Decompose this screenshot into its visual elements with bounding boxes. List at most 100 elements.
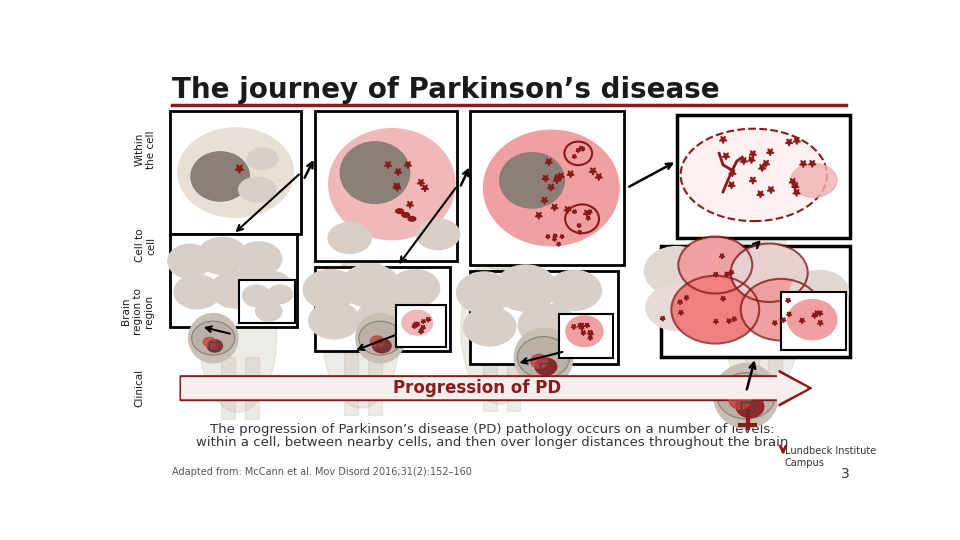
Polygon shape	[786, 312, 792, 317]
Polygon shape	[394, 184, 401, 191]
Ellipse shape	[681, 129, 827, 221]
Polygon shape	[722, 153, 730, 160]
Polygon shape	[793, 138, 801, 145]
Polygon shape	[808, 160, 816, 167]
Ellipse shape	[341, 264, 399, 307]
Ellipse shape	[565, 316, 603, 347]
Bar	[245, 356, 258, 419]
Circle shape	[475, 220, 525, 270]
Ellipse shape	[359, 321, 402, 355]
Polygon shape	[660, 316, 665, 321]
Polygon shape	[581, 147, 585, 151]
Ellipse shape	[204, 338, 216, 347]
Text: The journey of Parkinson’s disease: The journey of Parkinson’s disease	[173, 76, 720, 104]
Ellipse shape	[484, 130, 619, 246]
Ellipse shape	[673, 278, 757, 342]
Polygon shape	[560, 235, 564, 239]
Polygon shape	[416, 322, 420, 327]
Polygon shape	[713, 319, 718, 324]
Polygon shape	[586, 216, 590, 220]
Ellipse shape	[243, 285, 271, 307]
Polygon shape	[678, 300, 683, 305]
Polygon shape	[785, 298, 791, 303]
Ellipse shape	[732, 245, 806, 300]
Bar	[745, 341, 758, 403]
Polygon shape	[426, 318, 431, 322]
Polygon shape	[584, 210, 590, 217]
Ellipse shape	[268, 285, 293, 303]
Polygon shape	[589, 168, 596, 175]
Polygon shape	[418, 179, 424, 186]
Text: Progression of PD: Progression of PD	[393, 379, 561, 397]
FancyArrow shape	[180, 370, 811, 406]
Ellipse shape	[198, 237, 247, 274]
Bar	[221, 356, 235, 419]
Ellipse shape	[518, 304, 577, 346]
Ellipse shape	[535, 358, 557, 375]
Polygon shape	[766, 149, 774, 156]
Ellipse shape	[461, 252, 539, 404]
Ellipse shape	[408, 217, 416, 221]
Bar	[768, 341, 782, 403]
Bar	[368, 353, 382, 415]
Ellipse shape	[644, 247, 709, 296]
Polygon shape	[557, 173, 564, 180]
Polygon shape	[749, 151, 756, 158]
Ellipse shape	[547, 271, 601, 310]
Ellipse shape	[564, 316, 605, 350]
Polygon shape	[679, 310, 684, 315]
Polygon shape	[585, 323, 589, 328]
Polygon shape	[551, 204, 558, 211]
Polygon shape	[789, 178, 797, 185]
Bar	[661, 246, 850, 357]
Polygon shape	[772, 321, 778, 326]
Ellipse shape	[192, 321, 235, 355]
Polygon shape	[421, 185, 428, 192]
Ellipse shape	[356, 299, 412, 339]
Ellipse shape	[791, 164, 837, 197]
Polygon shape	[414, 322, 418, 326]
Polygon shape	[545, 235, 550, 239]
Polygon shape	[572, 154, 577, 159]
Polygon shape	[811, 313, 818, 319]
Ellipse shape	[736, 396, 764, 417]
Polygon shape	[578, 323, 583, 328]
Circle shape	[515, 328, 573, 387]
Polygon shape	[684, 295, 689, 301]
Polygon shape	[581, 330, 586, 335]
Polygon shape	[588, 210, 592, 214]
Polygon shape	[404, 161, 412, 168]
Polygon shape	[800, 160, 806, 167]
Bar	[677, 115, 850, 238]
Ellipse shape	[303, 269, 357, 309]
Polygon shape	[421, 320, 425, 324]
Polygon shape	[729, 170, 736, 177]
Text: within a cell, between nearby cells, and then over longer distances throughout t: within a cell, between nearby cells, and…	[196, 436, 788, 449]
Polygon shape	[564, 206, 571, 213]
Bar	[345, 353, 358, 415]
Polygon shape	[785, 139, 793, 146]
FancyArrow shape	[181, 373, 807, 403]
Bar	[376, 342, 386, 350]
Polygon shape	[732, 317, 737, 322]
Polygon shape	[579, 323, 585, 328]
Circle shape	[188, 314, 238, 363]
Polygon shape	[713, 272, 718, 277]
Ellipse shape	[417, 219, 460, 249]
Polygon shape	[756, 191, 764, 198]
Ellipse shape	[328, 129, 455, 240]
Ellipse shape	[500, 153, 564, 208]
Ellipse shape	[191, 152, 250, 201]
Polygon shape	[547, 184, 555, 191]
Polygon shape	[767, 187, 775, 193]
Polygon shape	[235, 165, 244, 173]
Ellipse shape	[247, 148, 278, 170]
Polygon shape	[719, 254, 725, 259]
Polygon shape	[395, 168, 402, 176]
Polygon shape	[419, 329, 423, 334]
Ellipse shape	[457, 272, 512, 314]
Polygon shape	[588, 336, 593, 341]
Bar	[396, 305, 445, 347]
Circle shape	[356, 314, 405, 363]
Ellipse shape	[723, 244, 801, 397]
